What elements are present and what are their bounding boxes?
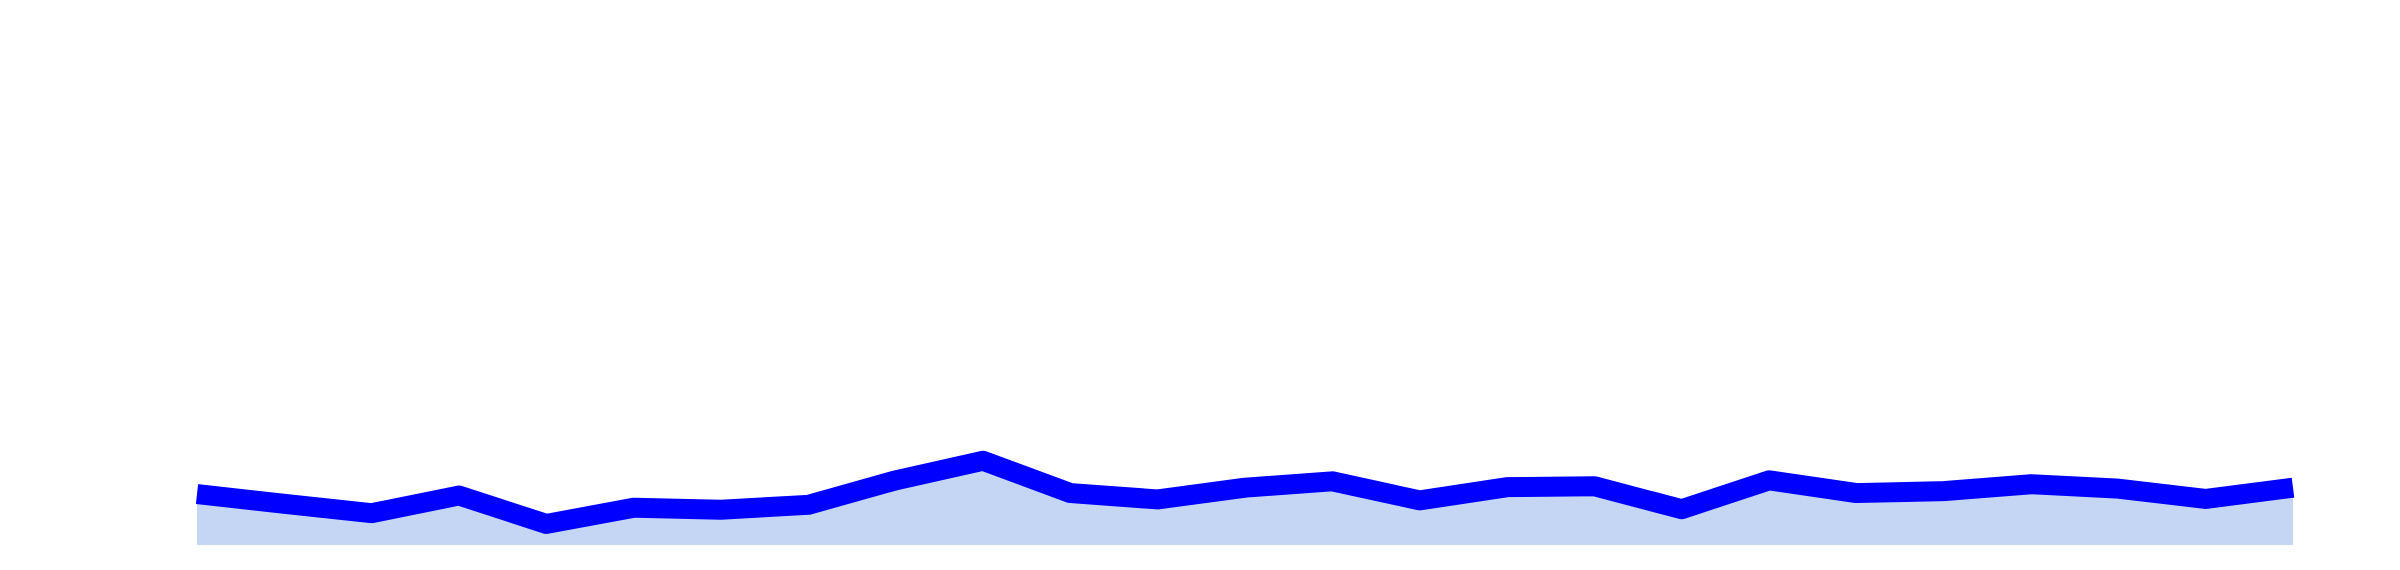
plot-area [195,450,2295,545]
series-0-line [195,450,2295,534]
